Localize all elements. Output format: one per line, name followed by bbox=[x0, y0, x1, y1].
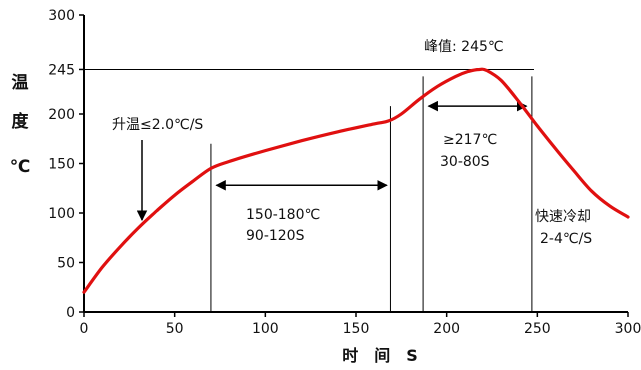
y-tick-label: 0 bbox=[66, 305, 75, 321]
reflow-temp-annotation: ≥217℃ bbox=[443, 132, 497, 148]
x-tick-label: 250 bbox=[524, 321, 551, 337]
cooling-rate-annotation: 2-4℃/S bbox=[540, 231, 592, 247]
reflow-time-annotation: 30-80S bbox=[440, 154, 490, 170]
peak-annotation: 峰值: 245℃ bbox=[424, 39, 504, 55]
x-tick-label: 200 bbox=[433, 321, 460, 337]
x-tick-label: 50 bbox=[166, 321, 184, 337]
x-axis-label: 时 间 S bbox=[342, 346, 418, 365]
temperature-curve bbox=[82, 67, 630, 294]
y-axis-label-char: ℃ bbox=[10, 157, 31, 177]
guide-lines bbox=[84, 68, 534, 312]
x-tick-label: 100 bbox=[252, 321, 279, 337]
y-tick-label: 50 bbox=[57, 256, 75, 272]
y-tick-label: 200 bbox=[48, 107, 75, 123]
axes: 0 50 100 150 200 250 300 0 50 100 150 200 245 300 bbox=[48, 8, 641, 337]
ramp-annotation: 升温≤2.0℃/S bbox=[112, 117, 203, 133]
y-axis-label-char: 温 bbox=[12, 73, 29, 93]
x-tick-label: 150 bbox=[343, 321, 370, 337]
y-tick-label: 245 bbox=[48, 62, 75, 78]
y-tick-label: 150 bbox=[48, 157, 75, 173]
x-tick-label: 0 bbox=[80, 321, 89, 337]
y-axis-label-char: 度 bbox=[12, 111, 30, 132]
y-tick-label: 100 bbox=[48, 206, 75, 222]
plot-area bbox=[82, 67, 630, 294]
soak-temp-annotation: 150-180℃ bbox=[246, 207, 320, 223]
cooling-title-annotation: 快速冷却 bbox=[535, 209, 591, 225]
x-tick-label: 300 bbox=[615, 321, 641, 337]
labels: 温度 ℃ 时 间 S 升温≤2.0℃/S 峰值: 245℃ 150-180℃ 90-120S… bbox=[10, 39, 593, 365]
y-tick-label: 300 bbox=[48, 8, 75, 24]
soak-time-annotation: 90-120S bbox=[246, 228, 305, 244]
